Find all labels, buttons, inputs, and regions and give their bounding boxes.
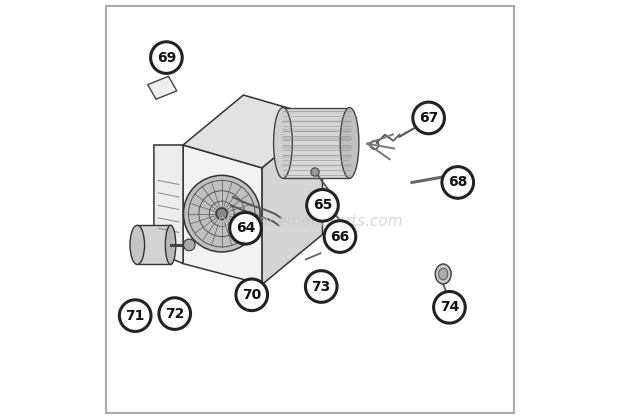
Polygon shape bbox=[148, 76, 177, 99]
Circle shape bbox=[159, 298, 190, 329]
Circle shape bbox=[184, 239, 195, 251]
Text: 67: 67 bbox=[419, 111, 438, 125]
Circle shape bbox=[307, 189, 339, 221]
Text: 65: 65 bbox=[313, 198, 332, 212]
Polygon shape bbox=[183, 145, 262, 285]
Text: 73: 73 bbox=[312, 279, 331, 293]
Circle shape bbox=[306, 271, 337, 303]
Text: 66: 66 bbox=[330, 230, 350, 243]
Ellipse shape bbox=[166, 225, 175, 264]
Text: 71: 71 bbox=[125, 309, 145, 323]
Circle shape bbox=[442, 167, 474, 198]
Circle shape bbox=[413, 102, 445, 134]
Ellipse shape bbox=[273, 108, 292, 178]
Polygon shape bbox=[154, 145, 183, 264]
Circle shape bbox=[151, 42, 182, 73]
Ellipse shape bbox=[340, 108, 359, 178]
Text: 74: 74 bbox=[440, 300, 459, 314]
Polygon shape bbox=[262, 118, 322, 285]
Circle shape bbox=[184, 176, 260, 252]
Circle shape bbox=[433, 292, 465, 323]
Text: 68: 68 bbox=[448, 176, 467, 189]
Text: eReplacementParts.com: eReplacementParts.com bbox=[216, 215, 404, 230]
Polygon shape bbox=[283, 108, 350, 178]
Text: 70: 70 bbox=[242, 288, 262, 302]
Circle shape bbox=[229, 212, 261, 244]
Circle shape bbox=[311, 168, 319, 176]
Circle shape bbox=[324, 221, 356, 252]
Ellipse shape bbox=[438, 268, 448, 280]
Ellipse shape bbox=[435, 264, 451, 284]
Text: 72: 72 bbox=[165, 307, 184, 321]
Ellipse shape bbox=[130, 225, 144, 264]
Circle shape bbox=[120, 300, 151, 331]
Circle shape bbox=[216, 208, 227, 219]
Polygon shape bbox=[137, 225, 171, 264]
Circle shape bbox=[236, 279, 268, 310]
Polygon shape bbox=[183, 95, 322, 168]
Circle shape bbox=[330, 207, 336, 214]
Text: 64: 64 bbox=[236, 221, 255, 235]
Text: 69: 69 bbox=[157, 51, 176, 65]
